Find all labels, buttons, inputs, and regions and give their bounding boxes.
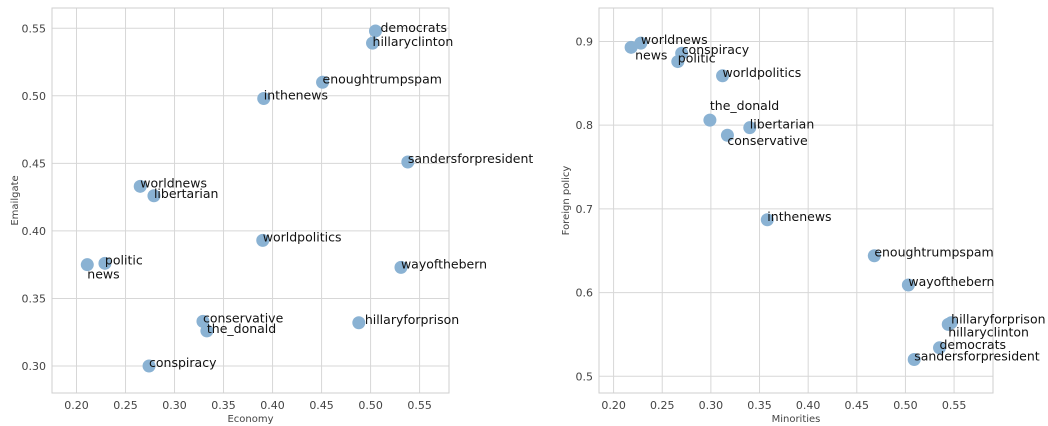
x-tick-label: 0.25 bbox=[113, 399, 138, 412]
data-point-politic bbox=[98, 256, 112, 270]
point-label-news: news bbox=[87, 267, 119, 282]
point-label-the_donald: the_donald bbox=[207, 321, 276, 336]
data-point-democrats bbox=[932, 341, 946, 355]
point-label-libertarian: libertarian bbox=[750, 117, 814, 132]
data-point-enoughtrumpspam bbox=[316, 75, 330, 89]
y-tick-label: 0.40 bbox=[22, 225, 47, 238]
point-label-worldpolitics: worldpolitics bbox=[263, 229, 342, 244]
x-tick-label: 0.40 bbox=[260, 399, 285, 412]
data-point-worldpolitics bbox=[256, 233, 270, 247]
point-label-hillaryclinton: hillaryclinton bbox=[948, 324, 1029, 339]
point-label-wayofthebern: wayofthebern bbox=[401, 256, 487, 271]
point-label-worldnews: worldnews bbox=[641, 32, 708, 47]
y-tick-label: 0.55 bbox=[22, 22, 47, 35]
x-tick-label: 0.35 bbox=[211, 399, 236, 412]
x-tick-label: 0.40 bbox=[796, 399, 821, 412]
scatter-plot-minorities-foreign-policy: 0.20 0.25 0.30 0.35 0.40 0.45 0.50 0.55 0.5 0.6 0.… bbox=[561, 7, 1046, 425]
data-point-news bbox=[624, 40, 638, 54]
y-tick-label: 0.8 bbox=[576, 119, 594, 132]
point-label-news: news bbox=[635, 47, 667, 62]
point-label-politic: politic bbox=[105, 252, 143, 267]
x-tick-label: 0.55 bbox=[942, 399, 967, 412]
data-point-inthenews bbox=[760, 213, 774, 227]
x-tick-label: 0.30 bbox=[699, 399, 724, 412]
y-tick-label: 0.35 bbox=[22, 292, 47, 305]
x-tick-label: 0.45 bbox=[845, 399, 870, 412]
data-point-hillaryclinton bbox=[366, 36, 380, 50]
data-point-democrats bbox=[368, 24, 382, 38]
x-tick-label: 0.20 bbox=[64, 399, 89, 412]
data-point-wayofthebern bbox=[901, 278, 915, 292]
point-label-worldpolitics: worldpolitics bbox=[723, 65, 802, 80]
data-point-hillaryforprison bbox=[352, 316, 366, 330]
x-tick-label: 0.30 bbox=[162, 399, 187, 412]
x-axis-label: Minorities bbox=[772, 414, 821, 425]
data-point-libertarian bbox=[147, 189, 161, 203]
y-tick-label: 0.7 bbox=[576, 203, 594, 216]
point-label-conservative: conservative bbox=[203, 310, 284, 325]
y-axis-label: Foreign policy bbox=[561, 166, 572, 236]
point-label-wayofthebern: wayofthebern bbox=[908, 274, 994, 289]
x-tick-label: 0.20 bbox=[601, 399, 626, 412]
data-point-worldnews bbox=[133, 179, 147, 193]
data-point-libertarian bbox=[743, 121, 757, 135]
point-label-inthenews: inthenews bbox=[767, 209, 831, 224]
y-axis-label: Emailgate bbox=[10, 175, 21, 225]
plot-frame bbox=[51, 7, 450, 394]
point-label-enoughtrumpspam: enoughtrumpspam bbox=[323, 71, 442, 86]
point-label-sandersforpresident: sandersforpresident bbox=[408, 151, 534, 166]
data-point-news bbox=[80, 258, 94, 272]
data-point-sandersforpresident bbox=[401, 155, 415, 169]
point-label-hillaryforprison: hillaryforprison bbox=[365, 312, 459, 327]
point-label-inthenews: inthenews bbox=[264, 88, 328, 103]
data-point-hillaryclinton bbox=[941, 317, 955, 331]
data-point-worldnews bbox=[634, 36, 648, 50]
point-label-democrats: democrats bbox=[380, 20, 447, 35]
point-label-conservative: conservative bbox=[727, 133, 808, 148]
x-axis-label: Economy bbox=[227, 414, 273, 425]
x-tick-label: 0.50 bbox=[358, 399, 383, 412]
x-tick-label: 0.35 bbox=[747, 399, 772, 412]
data-point-conservative bbox=[720, 128, 734, 142]
x-tick-label: 0.55 bbox=[407, 399, 432, 412]
y-tick-label: 0.6 bbox=[576, 287, 594, 300]
data-point-wayofthebern bbox=[394, 260, 408, 274]
y-tick-label: 0.50 bbox=[22, 90, 47, 103]
point-label-sandersforpresident: sandersforpresident bbox=[914, 349, 1040, 364]
data-point-inthenews bbox=[257, 92, 271, 106]
scatter-plot-economy-emailgate: 0.20 0.25 0.30 0.35 0.40 0.45 0.50 0.55 0.30 0.35… bbox=[10, 7, 534, 425]
point-label-libertarian: libertarian bbox=[154, 186, 218, 201]
data-point-the_donald bbox=[703, 113, 717, 127]
point-label-politic: politic bbox=[678, 51, 716, 66]
data-point-politic bbox=[671, 55, 685, 69]
point-label-democrats: democrats bbox=[939, 337, 1006, 352]
data-point-conspiracy bbox=[142, 359, 156, 373]
point-label-hillaryclinton: hillaryclinton bbox=[373, 34, 454, 49]
point-label-conspiracy: conspiracy bbox=[149, 355, 217, 370]
y-tick-label: 0.45 bbox=[22, 157, 47, 170]
point-label-hillaryforprison: hillaryforprison bbox=[951, 312, 1045, 327]
y-tick-label: 0.9 bbox=[576, 35, 594, 48]
y-tick-label: 0.5 bbox=[576, 370, 594, 383]
x-tick-label: 0.50 bbox=[893, 399, 918, 412]
point-label-conspiracy: conspiracy bbox=[682, 42, 750, 57]
data-point-the_donald bbox=[200, 324, 214, 338]
data-point-worldpolitics bbox=[716, 69, 730, 83]
point-label-the_donald: the_donald bbox=[710, 98, 779, 113]
y-tick-label: 0.30 bbox=[22, 360, 47, 373]
point-label-worldnews: worldnews bbox=[140, 175, 207, 190]
point-label-enoughtrumpspam: enoughtrumpspam bbox=[874, 245, 993, 260]
x-tick-label: 0.25 bbox=[650, 399, 675, 412]
plot-frame bbox=[598, 7, 994, 394]
x-tick-label: 0.45 bbox=[309, 399, 334, 412]
data-point-sandersforpresident bbox=[907, 353, 921, 367]
data-point-enoughtrumpspam bbox=[867, 249, 881, 263]
